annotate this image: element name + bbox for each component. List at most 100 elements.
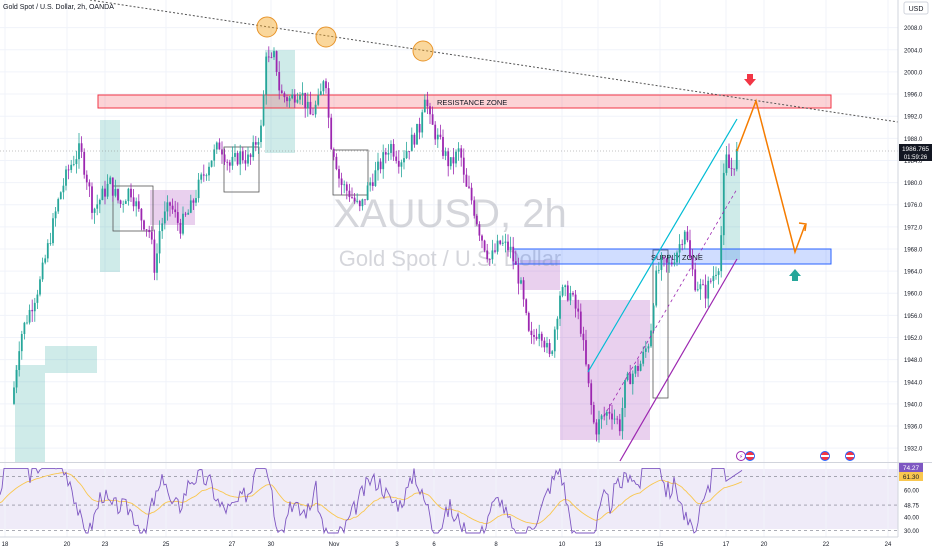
candle-body (291, 94, 294, 99)
candle-body (70, 164, 73, 170)
candle-body (491, 250, 494, 260)
projection-path[interactable] (736, 98, 806, 255)
candle-body (535, 336, 538, 339)
time-tick-label: 22 (823, 542, 830, 548)
candle-body (52, 218, 54, 244)
candle-body (319, 91, 322, 96)
channel-upper-line[interactable] (587, 118, 738, 373)
time-tick-label: 15 (657, 542, 664, 548)
price-tick-label: 1960.0 (904, 292, 923, 298)
candle-body (637, 366, 639, 371)
candle-body (283, 93, 286, 98)
candle-body (166, 202, 169, 212)
candle-body (496, 240, 499, 252)
rsi-indicator[interactable] (0, 467, 898, 535)
candle-body (351, 197, 353, 198)
time-axis[interactable] (0, 537, 898, 550)
candle-body (267, 56, 270, 58)
flag-icon-3[interactable] (845, 451, 855, 461)
candles (13, 46, 738, 443)
currency-button[interactable]: USD (903, 1, 929, 15)
last-price-tag: 1986.765 01:59:26 (899, 144, 932, 161)
candle-body (382, 152, 385, 170)
pattern-box (100, 120, 120, 272)
resistance-zone[interactable] (97, 94, 832, 109)
pattern-box (15, 365, 45, 462)
top-marker-2[interactable] (315, 26, 337, 48)
candle-body (270, 57, 273, 59)
candle-body (101, 188, 104, 201)
price-tick-label: 1984.0 (904, 159, 923, 165)
candle-body (330, 117, 333, 150)
candle-body (218, 142, 221, 150)
candle-body (592, 405, 595, 423)
candle-body (275, 51, 278, 72)
candle-body (28, 309, 31, 323)
top-marker-3[interactable] (412, 40, 434, 62)
candle-body (735, 149, 738, 170)
candle-body (546, 343, 548, 348)
symbol-title[interactable]: Gold Spot / U.S. Dollar, 2h, OANDA (3, 4, 114, 11)
candle-body (673, 262, 676, 265)
buy-arrow-icon[interactable] (789, 269, 801, 281)
pane-separator[interactable] (0, 462, 932, 463)
candle-body (475, 215, 478, 225)
candle-body (590, 383, 593, 406)
channel-lower-line[interactable] (619, 258, 738, 462)
candle-body (670, 262, 673, 265)
candle-body (132, 197, 135, 207)
candle-body (83, 151, 86, 175)
candle-body (582, 333, 585, 341)
watermark-name: Gold Spot / U.S. Dollar (339, 246, 562, 271)
candle-body (694, 269, 697, 291)
candle-body (150, 232, 153, 240)
price-tick-label: 1996.0 (904, 93, 923, 99)
time-tick-label: 13 (595, 542, 602, 548)
flag-icon-2[interactable] (820, 451, 830, 461)
candle-body (543, 340, 546, 348)
candle-body (473, 200, 476, 216)
last-price-value: 1986.765 (902, 146, 929, 153)
drawings-boxes (15, 50, 740, 462)
candle-body (296, 99, 299, 103)
candle-body (447, 151, 450, 167)
candle-body (468, 186, 470, 188)
flag-icon-1[interactable] (745, 451, 755, 461)
rsi-value: 74.27 (903, 465, 920, 472)
time-tick-label: 30 (268, 542, 275, 548)
price-tick-label: 1992.0 (904, 115, 923, 121)
rsi-pane[interactable] (0, 463, 898, 537)
candle-body (699, 284, 702, 290)
candle-body (452, 157, 455, 164)
candle-body (720, 235, 723, 272)
candle-body (304, 92, 307, 109)
rsi-tick-label: 48.75 (904, 504, 920, 510)
candle-body (213, 149, 216, 161)
candle-body (182, 213, 184, 234)
time-tick-label: 18 (2, 542, 9, 548)
candle-body (624, 380, 626, 408)
candle-body (127, 188, 130, 202)
candle-body (262, 94, 265, 126)
candle-body (145, 229, 148, 231)
event-icon-1[interactable]: ⚡ (736, 451, 746, 461)
top-marker-1[interactable] (256, 16, 278, 38)
price-axis[interactable] (898, 0, 932, 537)
candle-body (130, 188, 132, 198)
candle-body (189, 200, 192, 213)
candle-body (678, 244, 681, 253)
candle-body (579, 311, 582, 334)
candle-body (117, 189, 119, 201)
descending-trendline[interactable] (89, 0, 899, 123)
sell-arrow-icon[interactable] (744, 74, 756, 86)
candle-body (111, 177, 114, 196)
price-tick-label: 1944.0 (904, 380, 923, 386)
candle-body (49, 243, 52, 244)
candle-body (80, 143, 83, 152)
candle-body (465, 174, 468, 187)
candle-body (59, 192, 62, 200)
candle-body (174, 209, 177, 213)
candle-body (494, 250, 496, 252)
